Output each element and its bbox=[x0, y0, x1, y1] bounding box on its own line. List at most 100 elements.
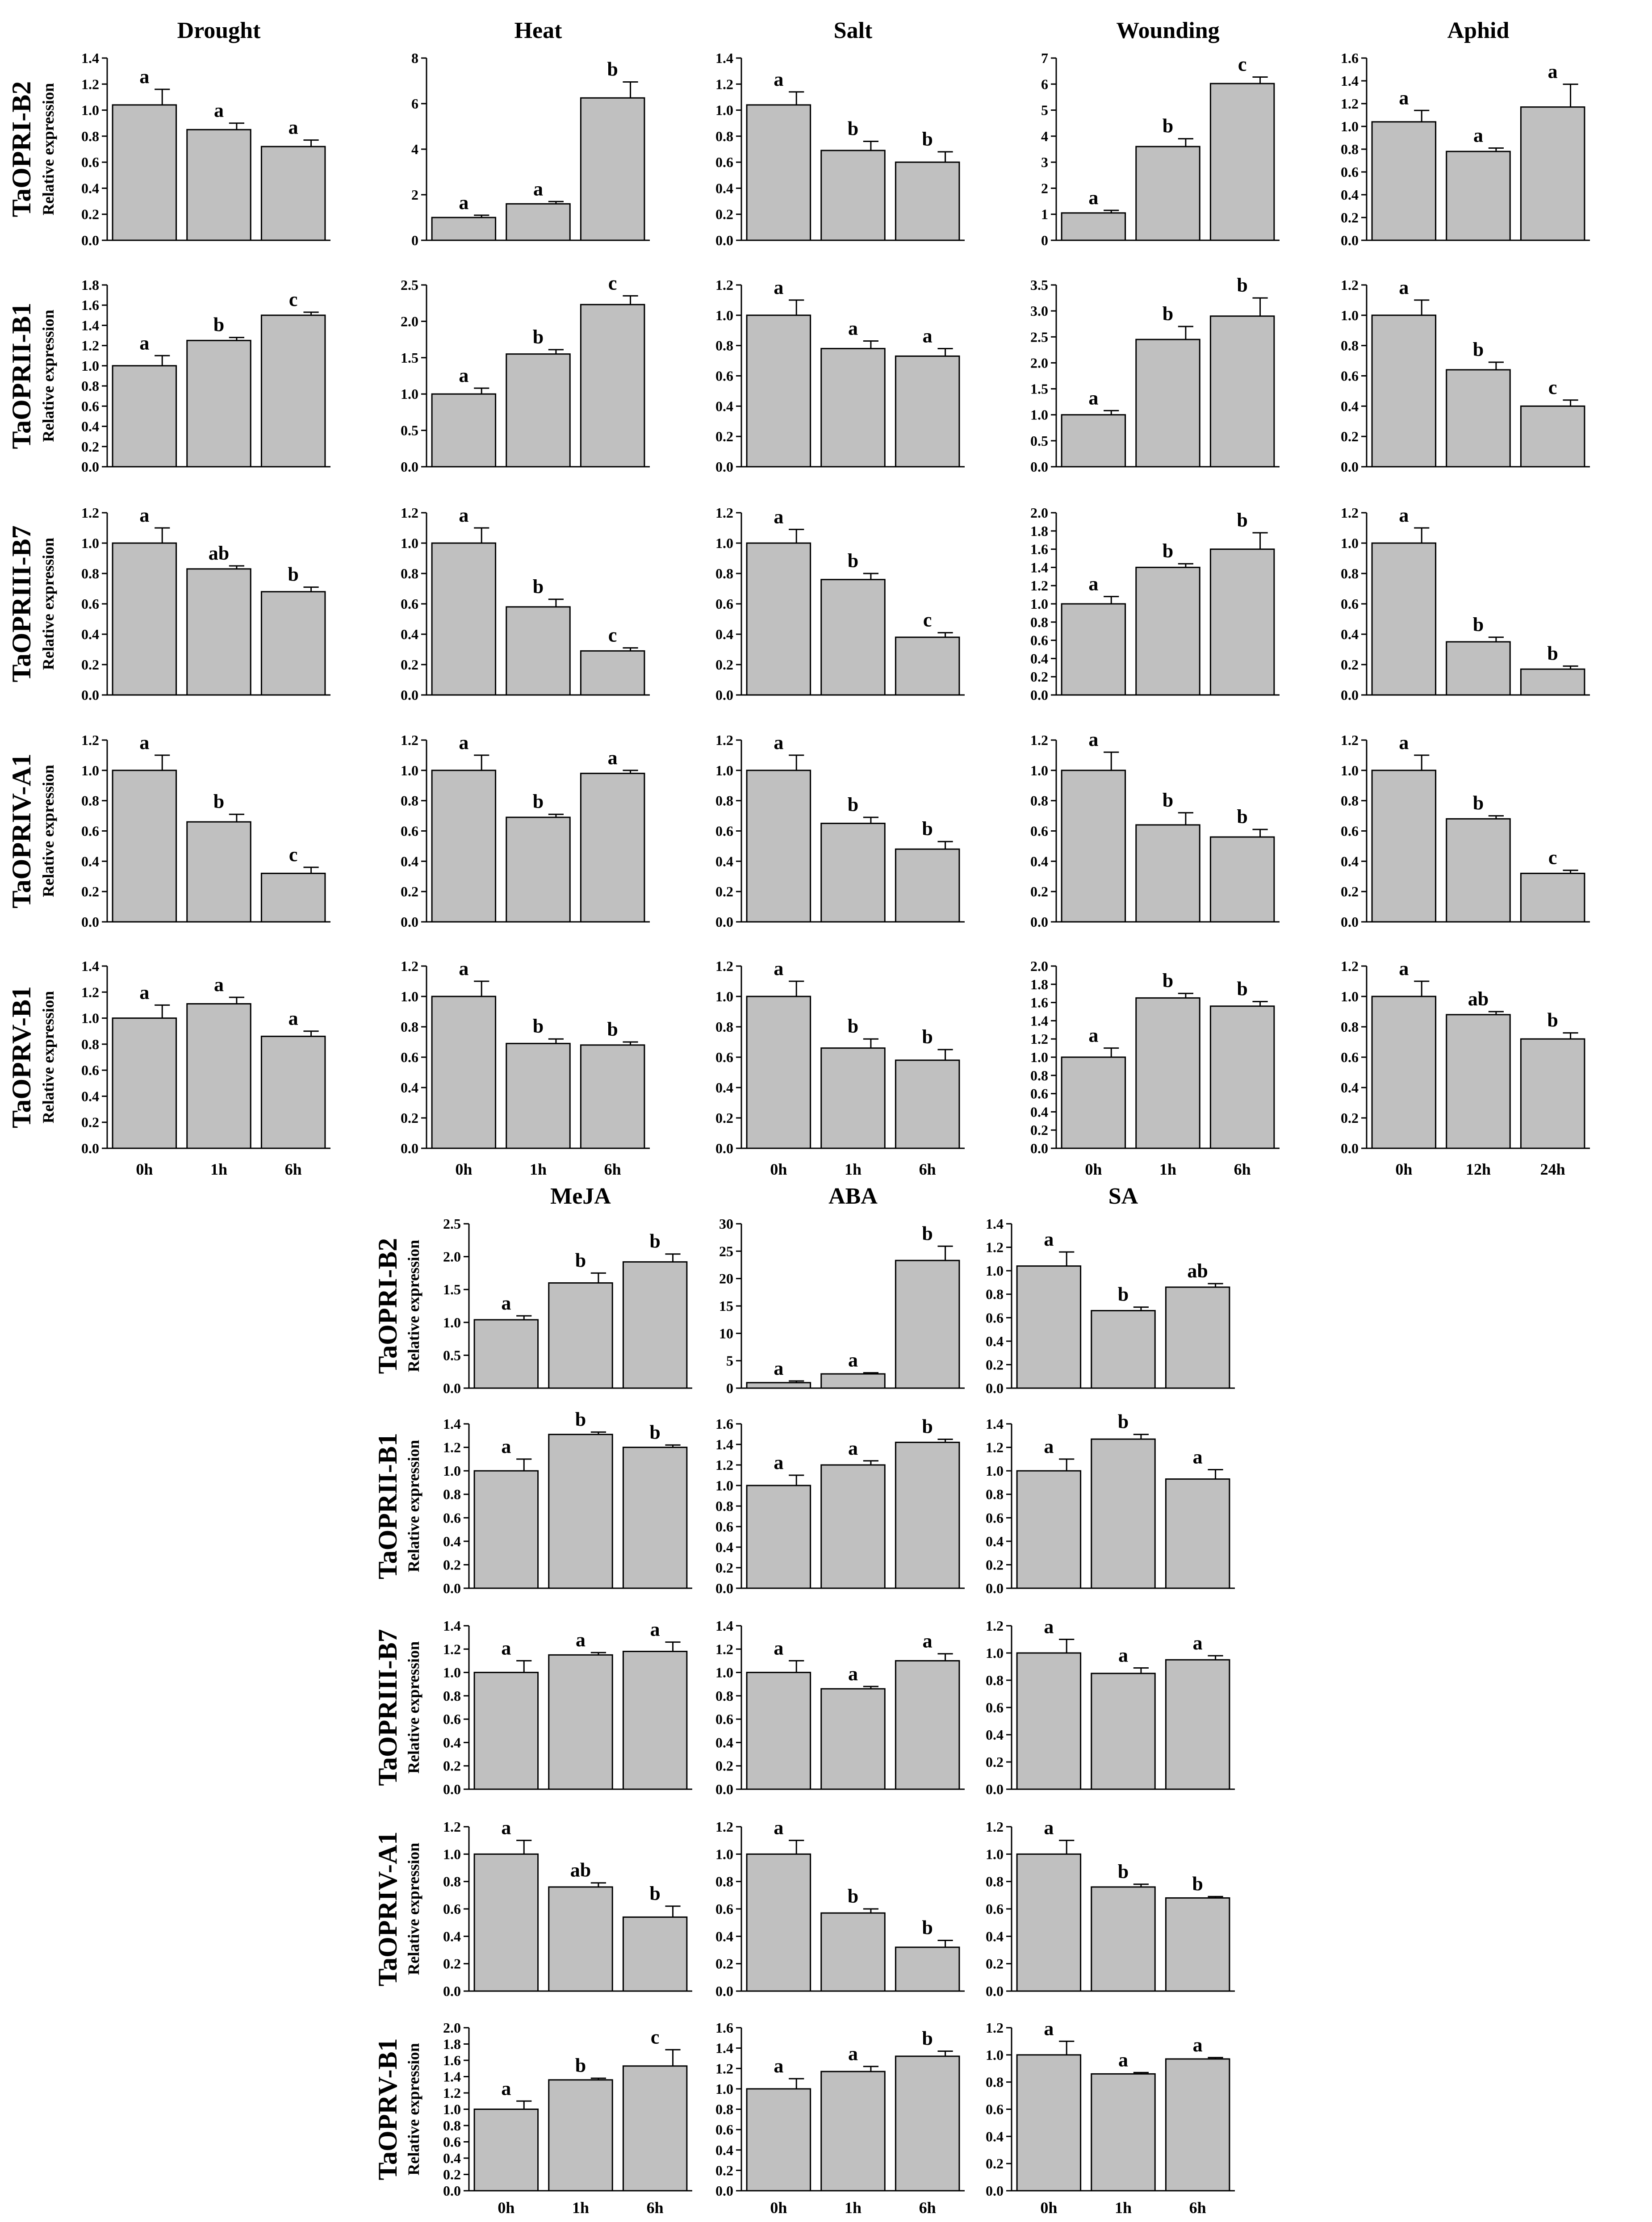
bar bbox=[1016, 1853, 1082, 1992]
y-tick-label: 1.0 bbox=[715, 2081, 733, 2097]
y-tick-label: 0.4 bbox=[715, 1734, 733, 1750]
y-tick-label: 1.8 bbox=[443, 2036, 461, 2052]
significance-letter: a bbox=[1193, 1446, 1203, 1468]
chart-panel-2: 0.0 0.2 0.4 0.6 0.8 1.0 1.2 1.4 a b b Salt bbox=[715, 18, 965, 248]
bar bbox=[1135, 997, 1200, 1149]
chart-panel-28: 0.0 0.2 0.4 0.6 0.8 1.0 1.2 1.4 a b b TaOPRII-B1 Rel… bbox=[373, 1408, 692, 1596]
bar bbox=[746, 1672, 811, 1790]
y-tick-label: 2.5 bbox=[1030, 329, 1048, 345]
y-tick-label: 0.8 bbox=[715, 565, 733, 582]
bar bbox=[431, 770, 497, 923]
y-tick-label: 2.0 bbox=[401, 313, 418, 329]
y-tick-label: 0.0 bbox=[715, 232, 733, 248]
significance-letter: a bbox=[774, 1452, 783, 1473]
y-tick-label: 1.2 bbox=[1341, 277, 1359, 293]
bar bbox=[1016, 1652, 1082, 1790]
y-tick-label: 0.8 bbox=[1341, 1019, 1359, 1035]
y-tick-label: 1.4 bbox=[1030, 1013, 1048, 1029]
bar bbox=[746, 2088, 811, 2192]
y-tick-label: 0.2 bbox=[1341, 209, 1359, 226]
significance-letter: a bbox=[1044, 1435, 1054, 1457]
y-tick-label: 0.0 bbox=[81, 232, 99, 248]
y-tick-label: 0.8 bbox=[715, 338, 733, 354]
y-tick-label: 0.6 bbox=[401, 823, 418, 839]
y-tick-label: 0.2 bbox=[1030, 883, 1048, 900]
significance-letter: b bbox=[649, 1230, 660, 1252]
y-tick-label: 0.8 bbox=[81, 793, 99, 809]
y-tick-label: 0.4 bbox=[1030, 853, 1048, 869]
chart-panel-22: 0.0 0.2 0.4 0.6 0.8 1.0 1.2 a b b 0h 1h 6h bbox=[715, 958, 965, 1178]
y-tick-label: 0.8 bbox=[1030, 793, 1048, 809]
y-tick-label: 0.2 bbox=[986, 1754, 1004, 1770]
significance-letter: b bbox=[1473, 614, 1484, 636]
y-tick-label: 0.4 bbox=[1030, 650, 1048, 666]
y-tick-label: 1.6 bbox=[715, 1416, 733, 1432]
y-tick-label: 0 bbox=[1041, 232, 1048, 248]
significance-letter: c bbox=[1548, 377, 1557, 398]
y-tick-label: 0.6 bbox=[1341, 164, 1359, 180]
bar bbox=[1520, 405, 1585, 468]
y-tick-label: 1.0 bbox=[443, 2101, 461, 2117]
significance-letter: a bbox=[1088, 387, 1098, 409]
y-tick-label: 0.4 bbox=[81, 180, 99, 196]
y-tick-label: 0.6 bbox=[81, 398, 99, 414]
significance-letter: ab bbox=[1187, 1260, 1208, 1282]
bar bbox=[1016, 1265, 1082, 1389]
y-tick-label: 0.8 bbox=[715, 1498, 733, 1514]
bar bbox=[895, 848, 960, 923]
significance-letter: a bbox=[774, 732, 783, 753]
bar bbox=[1061, 1056, 1126, 1149]
y-tick-label: 1.8 bbox=[1030, 976, 1048, 992]
x-category-label: 6h bbox=[1234, 1160, 1251, 1178]
gene-label: TaOPRV-B1 bbox=[7, 986, 36, 1128]
chart-panel-37: 0.00.20.40.60.81.01.21.41.61.82.0 a b c 0h 1h… bbox=[373, 2020, 692, 2217]
bar bbox=[820, 1464, 886, 1589]
y-tick-label: 0.2 bbox=[1341, 1110, 1359, 1126]
gene-label: TaOPRI-B2 bbox=[7, 81, 36, 218]
bar bbox=[1135, 146, 1200, 241]
bar bbox=[622, 1261, 688, 1389]
y-tick-label: 0.6 bbox=[1030, 632, 1048, 649]
y-tick-label: 1.0 bbox=[1341, 988, 1359, 1004]
y-tick-label: 5 bbox=[1041, 102, 1048, 118]
y-tick-label: 1.0 bbox=[986, 2047, 1004, 2063]
y-tick-label: 0.0 bbox=[715, 1580, 733, 1596]
x-category-label: 12h bbox=[1466, 1160, 1491, 1178]
y-tick-label: 0.8 bbox=[81, 1036, 99, 1052]
y-tick-label: 1.2 bbox=[715, 1641, 733, 1657]
y-tick-label: 0.0 bbox=[1030, 914, 1048, 930]
significance-letter: c bbox=[608, 272, 617, 294]
y-tick-label: 0.6 bbox=[986, 1510, 1004, 1526]
bar bbox=[622, 2065, 688, 2192]
significance-letter: a bbox=[923, 1630, 933, 1652]
gene-label: TaOPRI-B2 bbox=[373, 1238, 402, 1374]
significance-letter: a bbox=[214, 100, 224, 121]
y-tick-label: 0.2 bbox=[1341, 428, 1359, 444]
bar bbox=[895, 161, 960, 241]
y-tick-label: 0.8 bbox=[986, 1874, 1004, 1890]
bar bbox=[548, 1654, 613, 1790]
y-tick-label: 1.4 bbox=[81, 317, 99, 333]
bar bbox=[431, 217, 497, 241]
significance-letter: a bbox=[139, 504, 149, 526]
y-tick-label: 0.6 bbox=[1030, 823, 1048, 839]
y-tick-label: 0.2 bbox=[1030, 1122, 1048, 1138]
x-category-label: 0h bbox=[498, 2199, 514, 2217]
y-tick-label: 0.0 bbox=[715, 1140, 733, 1156]
chart-panel-36: 0.0 0.2 0.4 0.6 0.8 1.0 1.2 a b b bbox=[986, 1817, 1235, 1999]
x-category-label: 1h bbox=[210, 1160, 227, 1178]
y-tick-label: 1.4 bbox=[715, 1436, 733, 1452]
significance-letter: a bbox=[848, 317, 858, 339]
significance-letter: c bbox=[289, 289, 298, 310]
y-tick-label: 0.8 bbox=[715, 128, 733, 144]
y-tick-label: 2.0 bbox=[1030, 958, 1048, 974]
panel-title: Aphid bbox=[1447, 18, 1510, 43]
y-tick-label: 0.6 bbox=[986, 1310, 1004, 1326]
significance-letter: a bbox=[1399, 504, 1409, 526]
y-tick-label: 0.6 bbox=[443, 2134, 461, 2150]
y-axis-label: Relative expression bbox=[39, 83, 57, 215]
bar bbox=[1165, 1897, 1230, 1992]
y-tick-label: 1.0 bbox=[1341, 307, 1359, 323]
y-tick-label: 1.0 bbox=[81, 1010, 99, 1026]
